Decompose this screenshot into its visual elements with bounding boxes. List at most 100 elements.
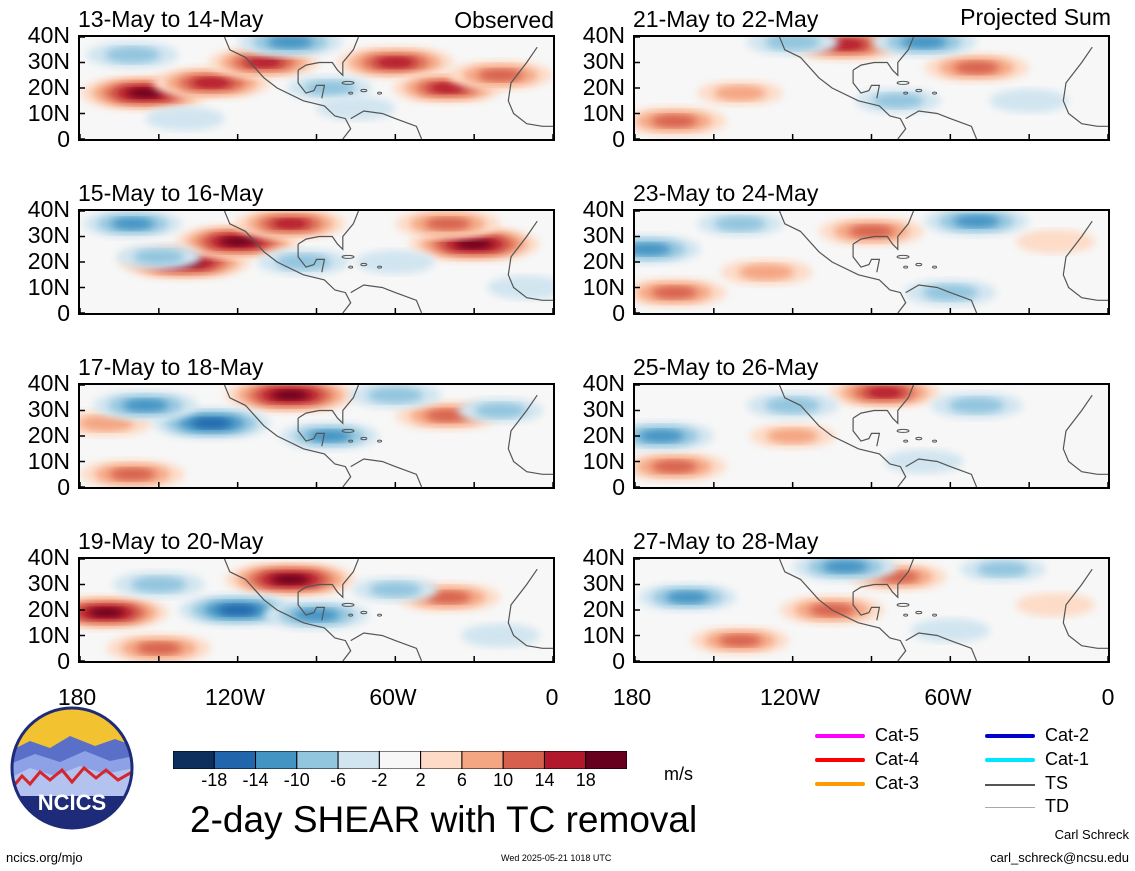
coastline bbox=[1062, 568, 1108, 649]
colorbar bbox=[172, 750, 628, 770]
coastline bbox=[778, 211, 907, 313]
shear-feature bbox=[738, 264, 794, 281]
colorbar-swatch bbox=[337, 750, 380, 770]
coastline bbox=[852, 37, 915, 77]
shear-feature bbox=[714, 216, 766, 232]
y-tick-label: 10N bbox=[582, 622, 625, 648]
x-tick-label: 180 bbox=[57, 684, 97, 710]
island bbox=[915, 610, 923, 615]
shear-feature bbox=[977, 561, 1029, 577]
y-tick-label: 20N bbox=[582, 596, 625, 622]
y-tick-label: 10N bbox=[27, 622, 70, 648]
y-tick-label: 20N bbox=[27, 74, 70, 100]
shear-feature bbox=[460, 623, 541, 648]
shear-feature bbox=[666, 591, 709, 604]
shear-feature bbox=[487, 275, 553, 300]
coastline bbox=[297, 244, 326, 273]
colorbar-swatch bbox=[420, 750, 463, 770]
legend-swatch bbox=[815, 782, 865, 786]
shear-feature bbox=[949, 397, 1005, 414]
y-tick-label: 10N bbox=[27, 100, 70, 126]
panel-title: 15-May to 16-May bbox=[78, 180, 264, 206]
coastline bbox=[507, 568, 553, 649]
colorbar-label: 10 bbox=[493, 770, 514, 790]
shear-feature bbox=[272, 390, 309, 401]
island bbox=[915, 436, 923, 441]
shear-feature bbox=[145, 106, 225, 131]
shear-feature bbox=[822, 560, 868, 574]
panel-title: 13-May to 14-May bbox=[78, 6, 264, 32]
shear-feature bbox=[849, 225, 894, 238]
island bbox=[377, 439, 383, 443]
y-tick-label: 30N bbox=[582, 222, 625, 248]
y-tick-label: 30N bbox=[27, 222, 70, 248]
colorbar-label: 6 bbox=[456, 770, 467, 790]
island bbox=[341, 254, 355, 259]
shear-map-panel bbox=[78, 557, 555, 663]
x-tick-label: 60W bbox=[924, 684, 972, 710]
island bbox=[932, 439, 938, 443]
shear-map-panel bbox=[78, 35, 555, 141]
footer-url: ncics.org/mjo bbox=[6, 850, 83, 865]
legend-label: Cat-1 bbox=[1045, 749, 1090, 769]
island bbox=[360, 610, 368, 615]
y-tick-label: 40N bbox=[582, 196, 625, 222]
coastline bbox=[778, 37, 907, 139]
footer-email: carl_schreck@ncsu.edu bbox=[990, 850, 1129, 865]
panel-title: 27-May to 28-May bbox=[633, 528, 819, 554]
x-tick-label: 180 bbox=[612, 684, 652, 710]
coastline bbox=[223, 211, 352, 313]
coastline bbox=[507, 220, 553, 301]
legend-label: TS bbox=[1045, 773, 1069, 793]
shear-feature bbox=[127, 88, 164, 98]
shear-feature bbox=[191, 417, 231, 429]
shear-map-panel bbox=[633, 209, 1110, 315]
shear-feature bbox=[303, 80, 356, 96]
coastline bbox=[350, 284, 423, 313]
shear-map-panel bbox=[78, 383, 555, 489]
shear-feature bbox=[884, 449, 964, 474]
panel-title: 21-May to 22-May bbox=[633, 6, 819, 32]
colorbar-label: 2 bbox=[415, 770, 426, 790]
shear-feature bbox=[89, 607, 124, 618]
colorbar-label: -6 bbox=[330, 770, 347, 790]
chart-title: 2-day SHEAR with TC removal bbox=[190, 799, 698, 840]
coastline bbox=[297, 418, 326, 447]
legend-swatch bbox=[985, 758, 1035, 762]
y-tick-label: 10N bbox=[582, 274, 625, 300]
shear-feature bbox=[425, 217, 471, 231]
shear-feature bbox=[123, 399, 169, 412]
colorbar-swatch bbox=[296, 750, 339, 770]
colorbar-swatch bbox=[461, 750, 504, 770]
shear-feature bbox=[719, 634, 762, 647]
x-tick-label: 60W bbox=[369, 684, 417, 710]
coastline bbox=[297, 559, 360, 599]
shear-feature bbox=[651, 114, 697, 128]
shear-feature bbox=[271, 218, 309, 229]
y-tick-label: 20N bbox=[27, 596, 70, 622]
coastline bbox=[1062, 394, 1108, 475]
shear-feature bbox=[477, 68, 523, 82]
x-tick-label: 120W bbox=[759, 684, 821, 710]
y-tick-label: 30N bbox=[27, 570, 70, 596]
shear-feature bbox=[267, 37, 313, 49]
island bbox=[903, 91, 909, 95]
footer-author: Carl Schreck bbox=[1054, 827, 1129, 842]
y-tick-label: 40N bbox=[582, 22, 625, 48]
island bbox=[377, 91, 383, 95]
colorbar-label: -14 bbox=[242, 770, 269, 790]
shear-feature bbox=[294, 608, 339, 622]
x-tick-label: 120W bbox=[204, 684, 266, 710]
shear-map-panel bbox=[633, 557, 1110, 663]
island bbox=[348, 439, 354, 443]
colorbar-label: 18 bbox=[575, 770, 596, 790]
shear-map-panel bbox=[633, 383, 1110, 489]
y-tick-label: 40N bbox=[27, 544, 70, 570]
coastline bbox=[852, 385, 915, 425]
island bbox=[896, 428, 910, 433]
y-tick-label: 0 bbox=[57, 648, 70, 674]
y-tick-label: 40N bbox=[582, 370, 625, 396]
shear-feature bbox=[245, 57, 283, 68]
coastline bbox=[297, 385, 360, 425]
coastline bbox=[297, 70, 326, 99]
